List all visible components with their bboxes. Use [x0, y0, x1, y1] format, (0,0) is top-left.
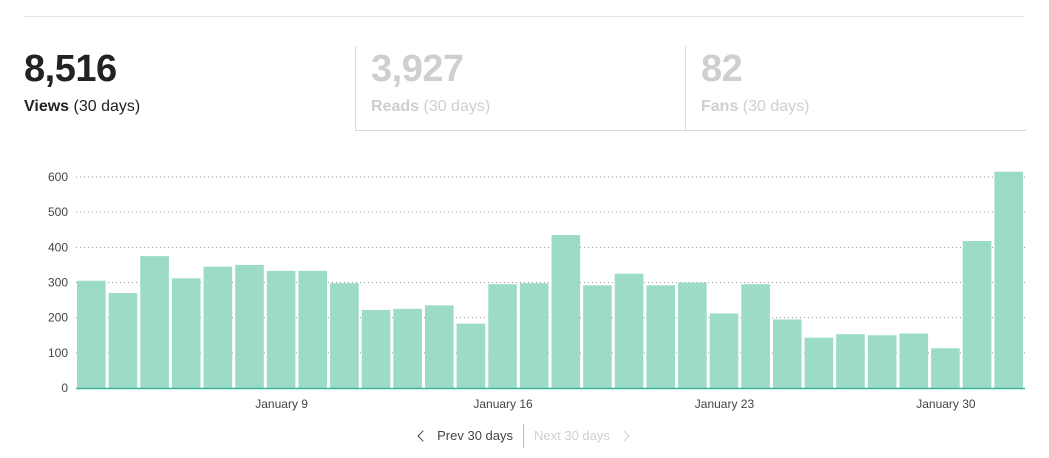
bar	[361, 309, 391, 388]
pager: Prev 30 days Next 30 days	[0, 424, 1049, 450]
bar	[171, 278, 201, 388]
bar	[424, 305, 454, 388]
y-tick-label: 600	[48, 170, 68, 184]
stat-fans-value: 82	[701, 48, 743, 90]
stat-views-name: Views	[24, 98, 70, 115]
x-tick-label: January 30	[916, 397, 976, 411]
stat-views-label: Views (30 days)	[24, 98, 140, 116]
chevron-right-icon	[618, 429, 630, 442]
prev-30-days-button[interactable]: Prev 30 days	[417, 428, 513, 443]
y-tick-label: 200	[48, 311, 68, 325]
x-tick-label: January 23	[695, 397, 755, 411]
stat-reads-value: 3,927	[371, 48, 464, 90]
bar	[899, 333, 929, 388]
stat-reads-label: Reads (30 days)	[371, 98, 490, 116]
bar	[140, 256, 169, 388]
next-30-days-button: Next 30 days	[534, 428, 630, 443]
y-tick-label: 0	[61, 381, 68, 395]
bar	[393, 308, 422, 388]
x-tick-label: January 16	[473, 397, 533, 411]
bar	[931, 348, 960, 388]
bar	[235, 264, 264, 388]
bar	[203, 266, 233, 388]
stat-views-period: (30 days)	[73, 98, 141, 115]
stat-reads-tab[interactable]: 3,927 Reads (30 days)	[355, 46, 686, 131]
stat-fans-name: Fans	[701, 98, 739, 115]
bar	[456, 323, 486, 388]
y-tick-label: 500	[48, 205, 68, 219]
stat-views-value: 8,516	[24, 48, 117, 90]
bar	[836, 334, 865, 388]
stat-fans-period: (30 days)	[742, 98, 810, 115]
stat-fans-tab[interactable]: 82 Fans (30 days)	[685, 46, 1026, 131]
top-divider	[24, 16, 1025, 17]
bar	[266, 270, 296, 388]
bar	[488, 284, 517, 388]
stat-reads-name: Reads	[371, 98, 420, 115]
bar	[551, 235, 581, 388]
stat-fans-label: Fans (30 days)	[701, 98, 810, 116]
bar	[330, 283, 359, 388]
bar	[962, 241, 992, 388]
bar	[614, 273, 644, 388]
views-bar-chart: 0 100 200 300 400 500 600 January 9 January 16 Ja…	[48, 170, 1025, 411]
bar	[709, 313, 739, 388]
y-tick-label: 300	[48, 276, 68, 290]
bar	[772, 319, 802, 388]
bar	[994, 171, 1023, 388]
bar	[646, 285, 676, 388]
bar	[298, 270, 328, 388]
bar	[741, 284, 770, 388]
y-tick-label: 400	[48, 240, 68, 254]
prev-30-days-label: Prev 30 days	[437, 428, 513, 443]
bar	[867, 335, 897, 388]
stat-views-tab[interactable]: 8,516 Views (30 days)	[24, 46, 354, 130]
y-tick-label: 100	[48, 346, 68, 360]
pager-divider	[523, 424, 524, 448]
bar	[804, 337, 834, 388]
chevron-left-icon	[417, 429, 429, 442]
bar	[583, 285, 612, 388]
bar	[77, 280, 106, 388]
stat-reads-period: (30 days)	[423, 98, 491, 115]
bar	[678, 282, 707, 388]
x-tick-label: January 9	[255, 397, 308, 411]
bar	[108, 293, 138, 388]
bar	[519, 283, 549, 388]
next-30-days-label: Next 30 days	[534, 428, 610, 443]
